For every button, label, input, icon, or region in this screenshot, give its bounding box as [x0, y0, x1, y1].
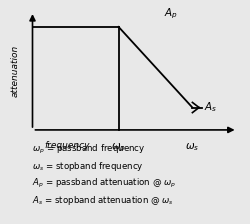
Text: $A_s$: $A_s$: [204, 101, 218, 114]
Text: $\omega_s$: $\omega_s$: [185, 141, 200, 153]
Text: $\omega_p$: $\omega_p$: [111, 141, 126, 153]
Text: $A_p$ = passband attenuation @ $\omega_p$: $A_p$ = passband attenuation @ $\omega_p…: [32, 177, 177, 190]
Text: $\omega_p$ = passband frequency: $\omega_p$ = passband frequency: [32, 143, 146, 156]
Text: frequency: frequency: [45, 141, 90, 150]
Text: $\omega_s$ = stopband frequency: $\omega_s$ = stopband frequency: [32, 160, 144, 173]
Text: $A_p$: $A_p$: [164, 7, 177, 21]
Text: $A_s$ = stopband attenuation @ $\omega_s$: $A_s$ = stopband attenuation @ $\omega_s…: [32, 194, 174, 207]
Text: attenuation: attenuation: [10, 44, 20, 97]
